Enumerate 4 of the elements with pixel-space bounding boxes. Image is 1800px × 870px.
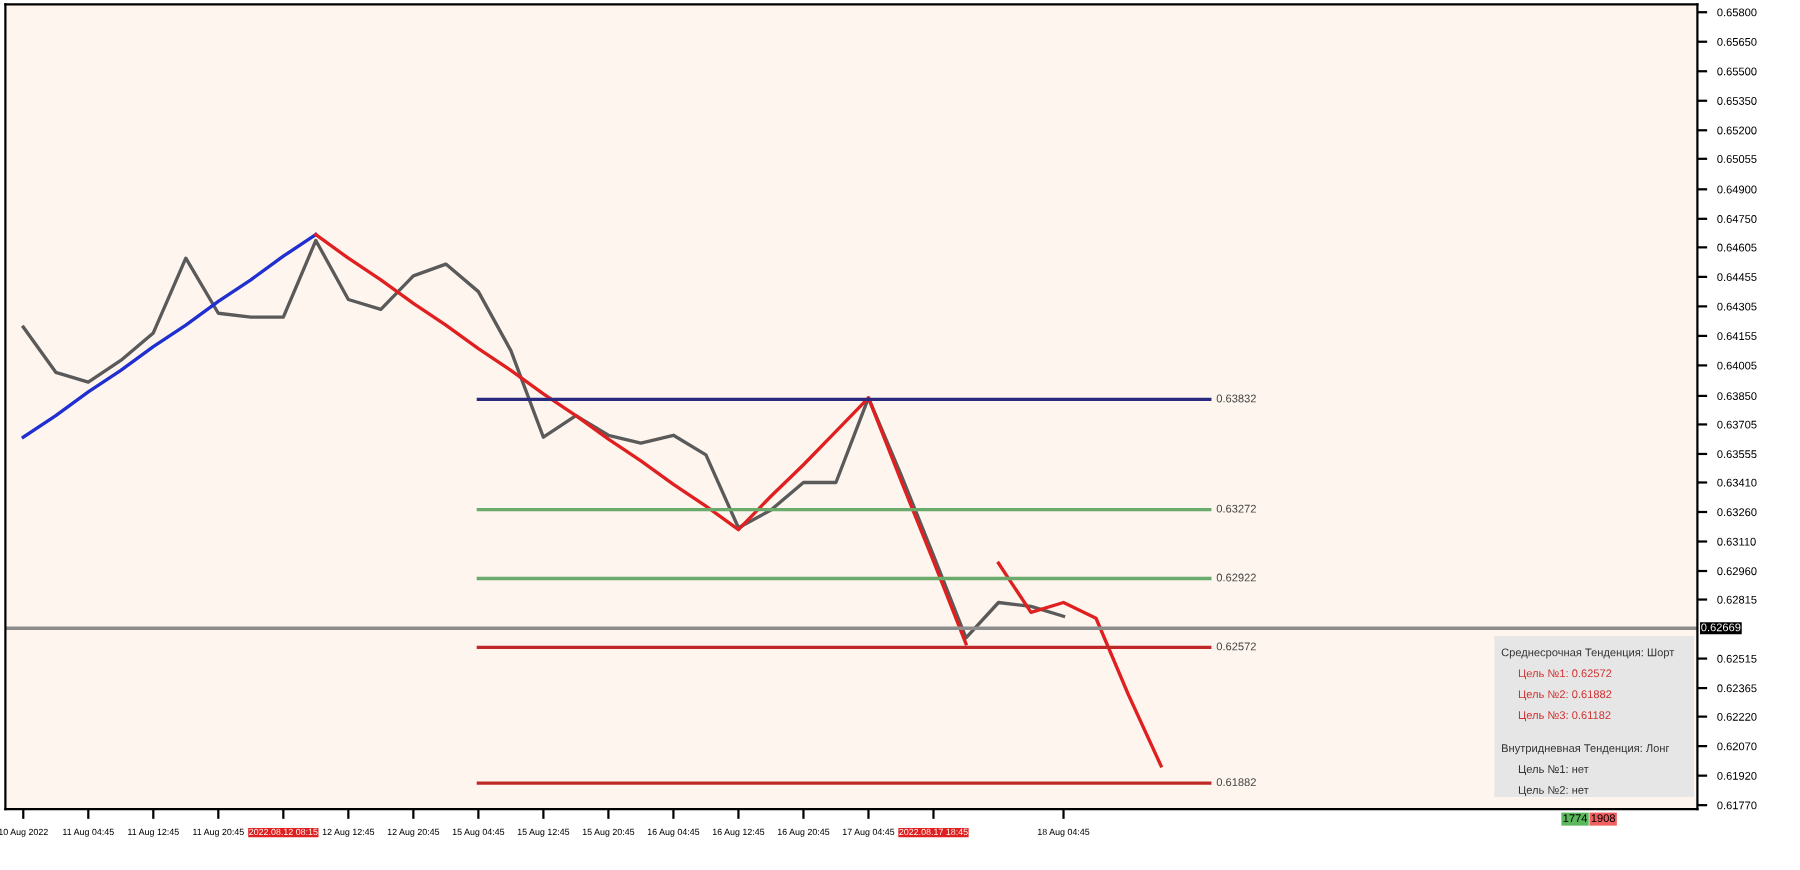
line-series xyxy=(314,232,968,646)
line-series xyxy=(996,561,1163,768)
line-series xyxy=(21,232,318,439)
line-series xyxy=(21,238,1066,640)
